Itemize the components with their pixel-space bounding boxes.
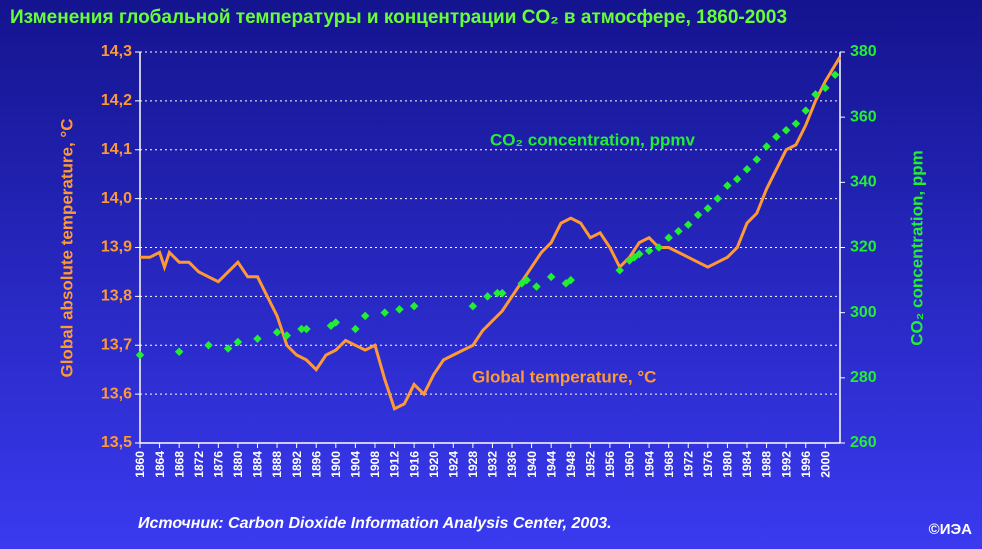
co2-point bbox=[272, 327, 282, 337]
chart-title: Изменения глобальной температуры и конце… bbox=[10, 7, 787, 28]
x-tick-label: 1956 bbox=[603, 451, 617, 478]
x-tick-label: 1880 bbox=[231, 451, 245, 478]
y-tick-label: 13,5 bbox=[101, 434, 132, 451]
x-tick-label: 1996 bbox=[799, 451, 813, 478]
co2-point bbox=[497, 288, 507, 298]
y-tick-label: 14,3 bbox=[101, 43, 132, 60]
x-tick-label: 1948 bbox=[564, 451, 578, 478]
copyright: ©ИЭА bbox=[929, 521, 973, 538]
y-tick-label: 14,0 bbox=[101, 190, 132, 207]
x-tick-label: 1908 bbox=[368, 451, 382, 478]
y2-tick-label: 260 bbox=[850, 434, 877, 451]
y-tick-label: 13,8 bbox=[101, 288, 132, 305]
x-tick-label: 1972 bbox=[681, 451, 695, 478]
x-tick-label: 1992 bbox=[779, 451, 793, 478]
x-tick-label: 1976 bbox=[701, 451, 715, 478]
co2-point bbox=[253, 334, 262, 343]
y-axis-label: Global absolute temperature, °C bbox=[57, 118, 76, 377]
x-tick-label: 1936 bbox=[505, 451, 519, 478]
y2-tick-label: 320 bbox=[850, 239, 877, 256]
x-tick-label: 1968 bbox=[662, 451, 676, 478]
x-tick-label: 1872 bbox=[192, 451, 206, 478]
co2-point bbox=[233, 337, 243, 347]
y-tick-label: 13,7 bbox=[101, 336, 132, 353]
co2-point bbox=[532, 282, 541, 291]
co2-point bbox=[483, 292, 492, 301]
co2-point bbox=[351, 324, 360, 334]
co2-point bbox=[204, 341, 213, 350]
co2-point bbox=[395, 305, 404, 314]
co2-point bbox=[282, 331, 292, 340]
x-tick-label: 1964 bbox=[642, 451, 656, 478]
x-tick-label: 1928 bbox=[466, 451, 480, 478]
co2-point bbox=[615, 266, 624, 275]
x-tick-label: 1984 bbox=[740, 451, 754, 478]
co2-point bbox=[360, 311, 370, 321]
x-tick-label: 1916 bbox=[407, 451, 421, 478]
co2-point bbox=[546, 272, 556, 282]
series-label: Global temperature, °C bbox=[472, 367, 656, 386]
co2-point bbox=[566, 275, 576, 285]
x-tick-label: 1924 bbox=[446, 451, 460, 478]
x-tick-label: 1920 bbox=[427, 451, 441, 478]
y2-tick-label: 280 bbox=[850, 369, 877, 386]
x-tick-label: 1904 bbox=[349, 451, 363, 478]
y2-tick-label: 360 bbox=[850, 108, 877, 125]
co2-point bbox=[223, 344, 233, 353]
x-tick-label: 1944 bbox=[544, 451, 558, 478]
y-tick-label: 13,6 bbox=[101, 385, 132, 402]
x-tick-label: 1892 bbox=[290, 451, 304, 478]
y2-axis-label: CO₂ concentration, ppm bbox=[907, 150, 926, 346]
x-tick-label: 1912 bbox=[388, 451, 402, 478]
x-tick-label: 1980 bbox=[721, 451, 735, 478]
co2-point bbox=[174, 347, 184, 357]
x-tick-label: 1896 bbox=[309, 451, 323, 478]
y-tick-label: 14,2 bbox=[101, 92, 132, 109]
x-tick-label: 1960 bbox=[623, 451, 637, 478]
co2-point bbox=[302, 324, 311, 334]
x-tick-label: 1884 bbox=[251, 451, 265, 478]
source: Источник: Carbon Dioxide Information Ana… bbox=[138, 515, 612, 532]
temperature-line bbox=[140, 56, 842, 411]
x-tick-label: 1900 bbox=[329, 451, 343, 478]
co2-point bbox=[380, 308, 389, 317]
y2-tick-label: 380 bbox=[850, 43, 877, 60]
co2-point bbox=[135, 350, 145, 360]
y-tick-label: 13,9 bbox=[101, 239, 132, 256]
x-tick-label: 2000 bbox=[818, 451, 832, 478]
x-tick-label: 1868 bbox=[172, 451, 186, 478]
co2-point bbox=[409, 301, 419, 311]
x-tick-label: 1940 bbox=[525, 451, 539, 478]
co2-point bbox=[331, 318, 341, 327]
x-tick-label: 1988 bbox=[760, 451, 774, 478]
x-tick-label: 1888 bbox=[270, 451, 284, 478]
co2-point bbox=[522, 275, 531, 285]
y2-tick-label: 300 bbox=[850, 304, 877, 321]
co2-point bbox=[468, 301, 478, 311]
x-tick-label: 1876 bbox=[211, 451, 225, 478]
x-tick-label: 1864 bbox=[153, 451, 167, 478]
y-tick-label: 14,1 bbox=[101, 141, 132, 158]
co2-point bbox=[297, 324, 306, 334]
co2-point bbox=[493, 288, 502, 298]
x-tick-label: 1860 bbox=[133, 451, 147, 478]
y2-tick-label: 340 bbox=[850, 174, 877, 191]
x-tick-label: 1932 bbox=[486, 451, 500, 478]
x-tick-label: 1952 bbox=[584, 451, 598, 478]
series-label: CO₂ concentration, ppmv bbox=[490, 130, 696, 149]
